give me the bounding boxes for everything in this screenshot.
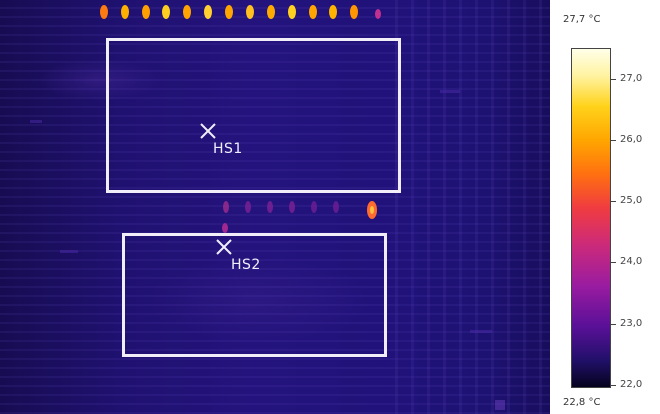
color-scale-bar [571,48,611,388]
hot-spots-layer [30,5,505,410]
crosshair-x-icon [215,238,233,256]
scale-tick: 27,0 [620,73,643,84]
hot-spot [267,5,275,19]
roi-label-hs2: HS2 [231,257,261,273]
hot-spot [183,5,191,19]
warm-spot [267,201,273,213]
thermal-image: HS1 HS2 [0,0,550,414]
scale-tick: 23,0 [620,318,643,329]
scale-tick: 26,0 [620,134,643,145]
scale-min-label: 22,8 °C [563,397,601,408]
top-hot-row [100,5,381,19]
hot-spot [329,5,337,19]
roi-box-hs2[interactable] [122,233,387,357]
hot-spot [100,5,108,19]
noise [60,250,78,253]
warm-spot [333,201,339,213]
noise [495,400,505,410]
hot-spot [350,5,358,19]
hot-spot [225,5,233,19]
middle-warm-row [223,201,339,213]
tick-mark [611,262,616,263]
hot-spot [246,5,254,19]
warm-spot [245,201,251,213]
ambient-noise [30,90,505,410]
tick-mark [611,385,616,386]
scale-tick: 22,0 [620,379,643,390]
tick-mark [611,201,616,202]
texture-horizontal [0,0,550,414]
noise [440,90,460,93]
tick-mark [611,324,616,325]
warm-spot [289,201,295,213]
noise [30,120,42,123]
hot-spot [204,5,212,19]
roi-box-hs1[interactable] [106,38,401,193]
hot-spot [375,9,381,19]
roi-label-hs1: HS1 [213,141,243,157]
hot-spot [142,5,150,19]
texture-vertical [395,0,550,414]
scale-max-label: 27,7 °C [563,14,601,25]
warm-spot [222,223,228,233]
crosshair-x-icon [199,122,217,140]
noise [470,330,492,333]
hot-spot [121,5,129,19]
hot-spot-core [370,206,374,214]
tick-mark [611,140,616,141]
scale-tick: 25,0 [620,195,643,206]
warm-spot [223,201,229,213]
hot-spot [309,5,317,19]
hot-spot [288,5,296,19]
tick-mark [611,79,616,80]
scale-tick: 24,0 [620,256,643,267]
warm-spot [311,201,317,213]
hot-spot [162,5,170,19]
